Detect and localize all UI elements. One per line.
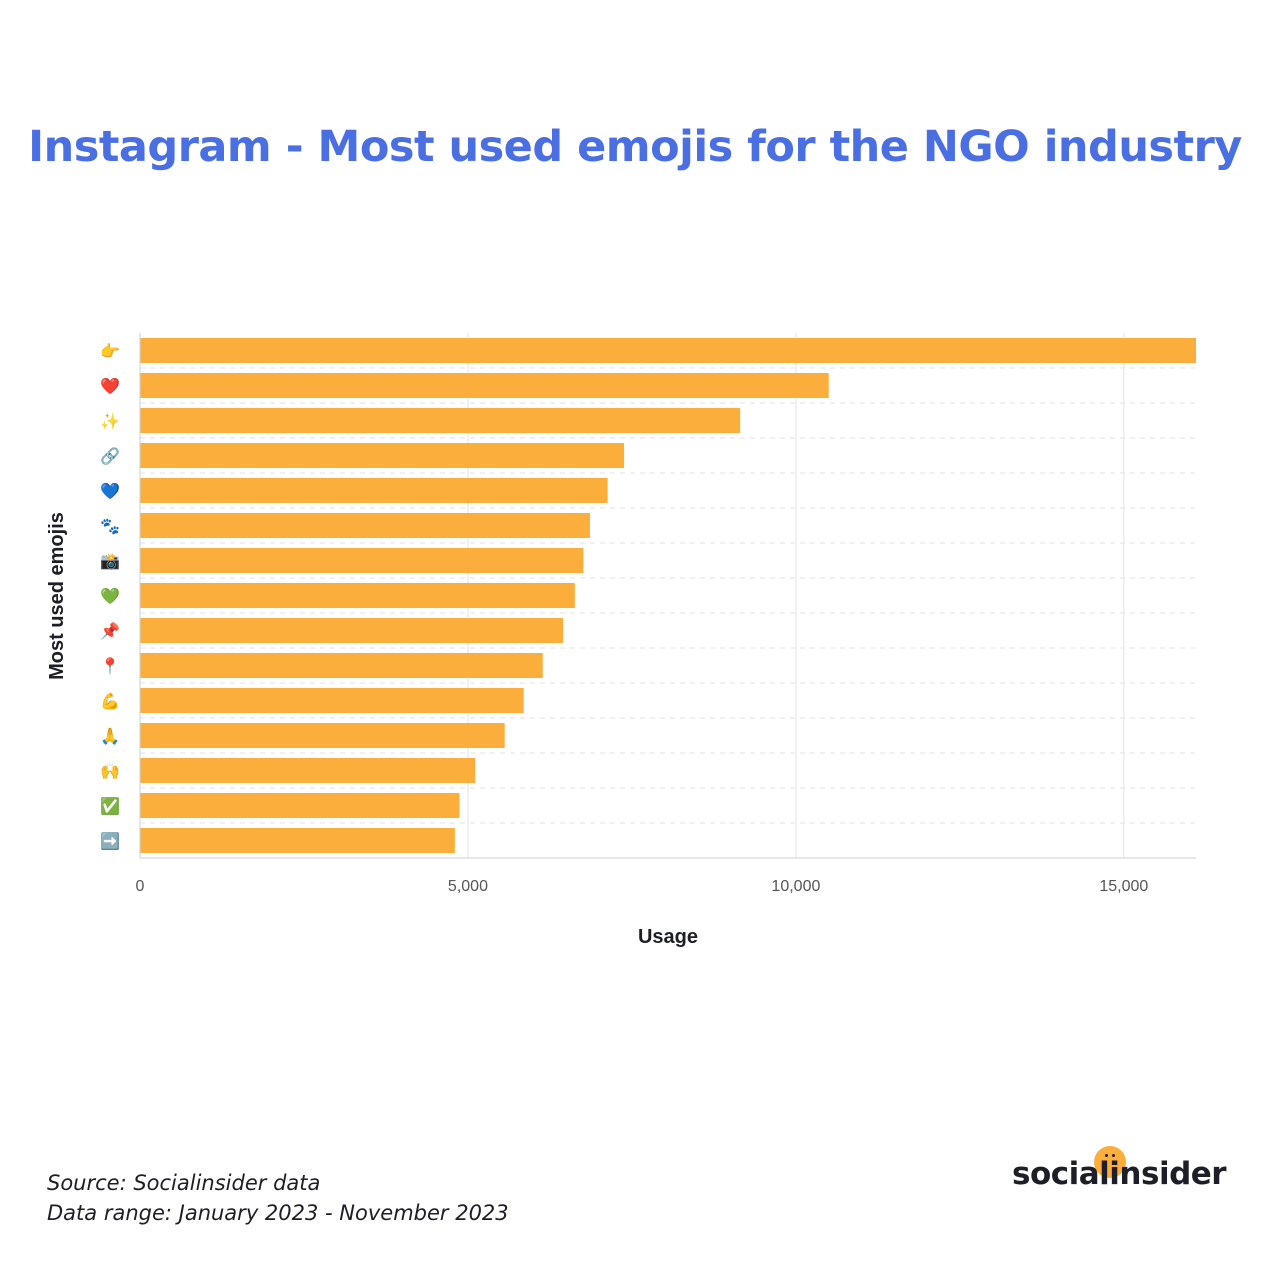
logo-wordmark: socialinsider — [1012, 1156, 1227, 1192]
bar — [140, 408, 741, 433]
category-label: 💙 — [100, 482, 120, 501]
category-label: 💪 — [100, 692, 120, 711]
bar — [140, 793, 460, 818]
bar — [140, 478, 608, 503]
source-label: Source: Socialinsider data — [47, 1171, 321, 1195]
category-label: 🙌 — [100, 762, 120, 781]
x-tick-label: 5,000 — [448, 878, 488, 895]
y-axis-title: Most used emojis — [46, 512, 68, 680]
bar — [140, 338, 1196, 363]
bar — [140, 828, 455, 853]
x-tick-label: 10,000 — [771, 878, 820, 895]
socialinsider-logo: socialinsider — [1012, 1140, 1232, 1200]
category-label: 💚 — [100, 587, 120, 606]
category-label: 🔗 — [100, 447, 120, 466]
bar — [140, 513, 590, 538]
category-label: 📸 — [100, 552, 120, 571]
source-note: Source: Socialinsider data Data range: J… — [47, 1168, 509, 1228]
bar — [140, 723, 505, 748]
bar — [140, 583, 575, 608]
logo-face-icon — [1105, 1154, 1115, 1168]
bar — [140, 443, 625, 468]
bar — [140, 548, 584, 573]
x-tick-label: 0 — [136, 878, 145, 895]
chart-title: Instagram - Most used emojis for the NGO… — [28, 122, 1242, 172]
category-label: 🙏 — [100, 727, 120, 746]
category-label: 📌 — [100, 622, 120, 641]
category-label: ➡️ — [100, 832, 120, 851]
category-label: ❤️ — [100, 377, 120, 396]
x-axis-title: Usage — [638, 926, 698, 948]
bar — [140, 373, 829, 398]
bar — [140, 618, 564, 643]
category-label: ✨ — [100, 412, 120, 431]
bar — [140, 758, 476, 783]
category-label: 👉 — [100, 342, 120, 361]
data-range-label: Data range: January 2023 - November 2023 — [47, 1201, 509, 1225]
category-label: 🐾 — [100, 517, 120, 536]
x-tick-label: 15,000 — [1099, 878, 1148, 895]
logo-dot-icon — [1094, 1146, 1126, 1178]
category-label: 📍 — [100, 657, 120, 676]
bar-chart: 👉 ❤️ ✨ 🔗 💙 🐾 📸 💚 📌 📍 💪 🙏 🙌 ✅ ➡️ 0 5,000 10,000 15,000 Usage… — [46, 333, 1196, 948]
bar — [140, 688, 524, 713]
category-label: ✅ — [100, 797, 120, 816]
bar — [140, 653, 543, 678]
